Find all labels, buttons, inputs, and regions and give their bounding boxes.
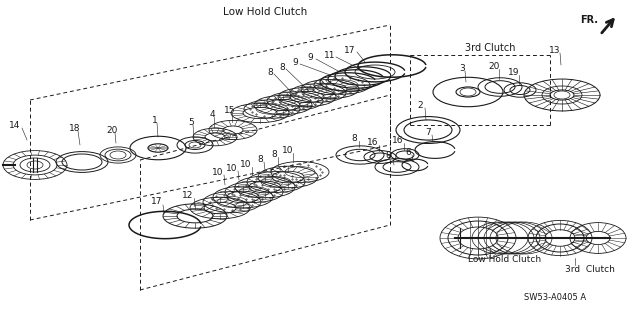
Text: 9: 9	[307, 52, 313, 61]
Text: 12: 12	[182, 190, 194, 199]
Text: 3rd Clutch: 3rd Clutch	[465, 43, 515, 53]
Text: 15: 15	[224, 106, 236, 115]
Text: 10: 10	[226, 164, 238, 172]
Text: 13: 13	[549, 45, 561, 54]
Text: 1: 1	[152, 116, 158, 124]
Text: 4: 4	[209, 109, 215, 118]
Text: 10: 10	[282, 146, 294, 155]
Text: 5: 5	[188, 117, 194, 126]
Text: 8: 8	[257, 155, 263, 164]
Text: 20: 20	[106, 125, 118, 134]
Text: 16: 16	[368, 138, 379, 147]
Text: 8: 8	[271, 149, 277, 158]
Text: 18: 18	[69, 124, 81, 132]
Text: 19: 19	[508, 68, 520, 76]
Text: FR.: FR.	[580, 15, 598, 25]
Text: Low Hold Clutch: Low Hold Clutch	[468, 255, 541, 265]
Text: 7: 7	[425, 127, 431, 137]
Text: 17: 17	[151, 197, 162, 206]
Text: 8: 8	[267, 68, 273, 76]
Text: 6: 6	[405, 148, 411, 156]
Text: Low Hold Clutch: Low Hold Clutch	[223, 7, 307, 17]
Text: 9: 9	[292, 58, 298, 67]
Text: 16: 16	[392, 135, 404, 145]
Text: 11: 11	[324, 51, 336, 60]
Text: SW53-A0405 A: SW53-A0405 A	[524, 293, 586, 302]
Text: 3rd  Clutch: 3rd Clutch	[565, 266, 615, 275]
Text: 10: 10	[212, 167, 224, 177]
Text: 17: 17	[344, 45, 355, 54]
Text: 10: 10	[240, 159, 252, 169]
Text: 8: 8	[351, 133, 357, 142]
Text: 2: 2	[417, 100, 423, 109]
Text: 14: 14	[10, 121, 20, 130]
Text: 20: 20	[489, 61, 499, 70]
Text: 8: 8	[279, 62, 285, 71]
Text: 3: 3	[459, 63, 465, 73]
Text: 8: 8	[385, 150, 391, 159]
